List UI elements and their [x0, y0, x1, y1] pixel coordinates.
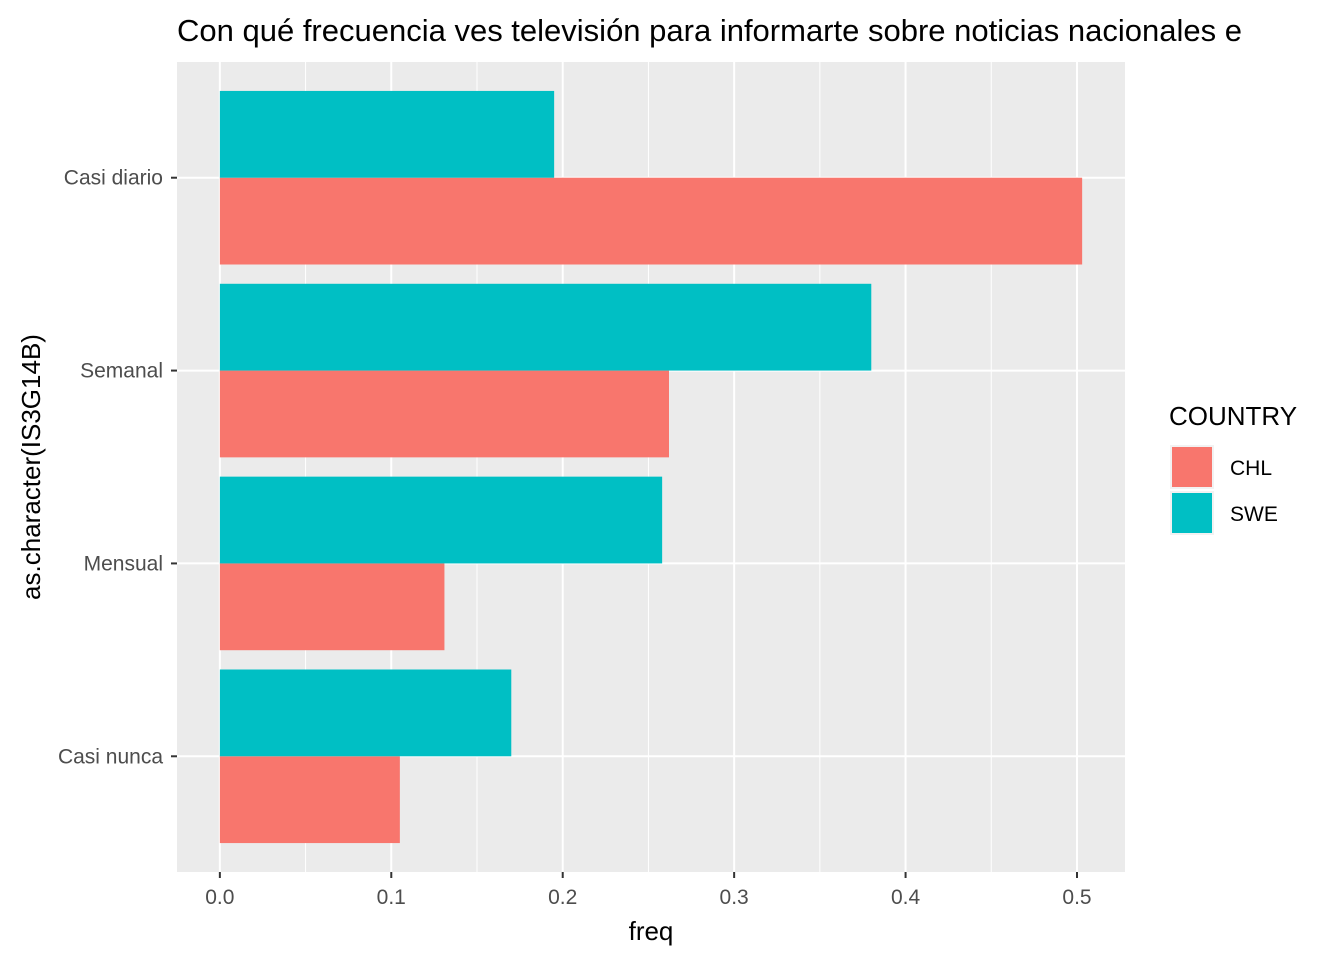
y-tick-label: Semanal: [80, 360, 163, 383]
bar-chl: [219, 563, 445, 651]
chart-title: Con qué frecuencia ves televisión para i…: [177, 13, 1242, 48]
legend-swatch-chl: [1172, 447, 1212, 487]
legend-label-swe: SWE: [1230, 503, 1278, 526]
bar-chl: [219, 177, 1083, 265]
x-tick-label: 0.0: [205, 886, 234, 909]
legend: COUNTRY CHL SWE: [1169, 401, 1297, 535]
x-tick-label: 0.2: [548, 886, 577, 909]
legend-title: COUNTRY: [1169, 401, 1297, 431]
x-axis: 0.0 0.1 0.2 0.3 0.4 0.5: [205, 872, 1092, 909]
y-tick-label: Casi nunca: [58, 745, 163, 768]
y-tick-label: Casi diario: [64, 167, 163, 190]
x-tick-label: 0.3: [720, 886, 749, 909]
bars: [219, 90, 1083, 844]
y-axis-title: as.character(IS3G14B): [16, 334, 46, 600]
bar-swe: [219, 476, 663, 564]
bar-swe: [219, 90, 555, 178]
x-tick-label: 0.1: [377, 886, 406, 909]
x-tick-label: 0.5: [1062, 886, 1091, 909]
legend-label-chl: CHL: [1230, 457, 1272, 480]
bar-chl: [219, 370, 669, 458]
bar-swe: [219, 283, 872, 371]
x-tick-label: 0.4: [891, 886, 921, 909]
y-tick-label: Mensual: [84, 552, 163, 575]
legend-swatch-swe: [1172, 493, 1212, 533]
x-axis-title: freq: [629, 916, 674, 946]
y-axis: Casi diario Semanal Mensual Casi nunca: [58, 167, 177, 768]
bar-swe: [219, 669, 512, 757]
legend-entries: CHL SWE: [1170, 445, 1278, 535]
bar-chl: [219, 756, 400, 844]
